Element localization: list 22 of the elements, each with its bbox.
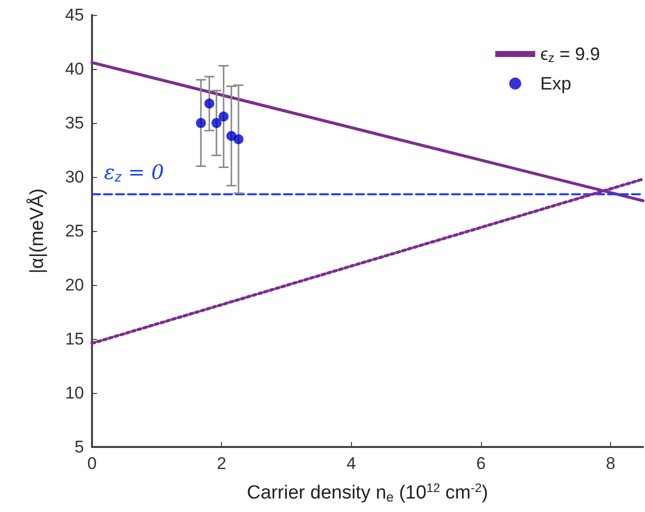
series-label: 𝜀z = 0 (104, 160, 164, 184)
legend-label: Exp (540, 74, 572, 94)
y-tick-label: 25 (65, 222, 84, 240)
y-tick-label: 30 (65, 168, 84, 186)
y-tick-label: 5 (74, 438, 84, 456)
y-tick-label: 20 (65, 276, 84, 294)
x-tick-label: 0 (87, 454, 97, 473)
point (211, 118, 222, 128)
x-tick-label: 2 (216, 454, 226, 473)
y-tick-label: 45 (65, 6, 84, 24)
x-tick-label: 6 (476, 454, 486, 473)
point (234, 134, 244, 144)
x-tick-label: 8 (606, 454, 616, 473)
point (218, 112, 229, 122)
x-tick-label: 4 (346, 454, 356, 473)
point (196, 118, 206, 128)
y-tick-label: 40 (65, 60, 84, 78)
y-tick-label: 10 (65, 384, 84, 402)
y-tick-label: 35 (65, 114, 84, 132)
y-tick-label: 15 (65, 330, 84, 348)
point (204, 98, 214, 109)
y-axis-title: |α|(meVÅ) (26, 188, 48, 274)
